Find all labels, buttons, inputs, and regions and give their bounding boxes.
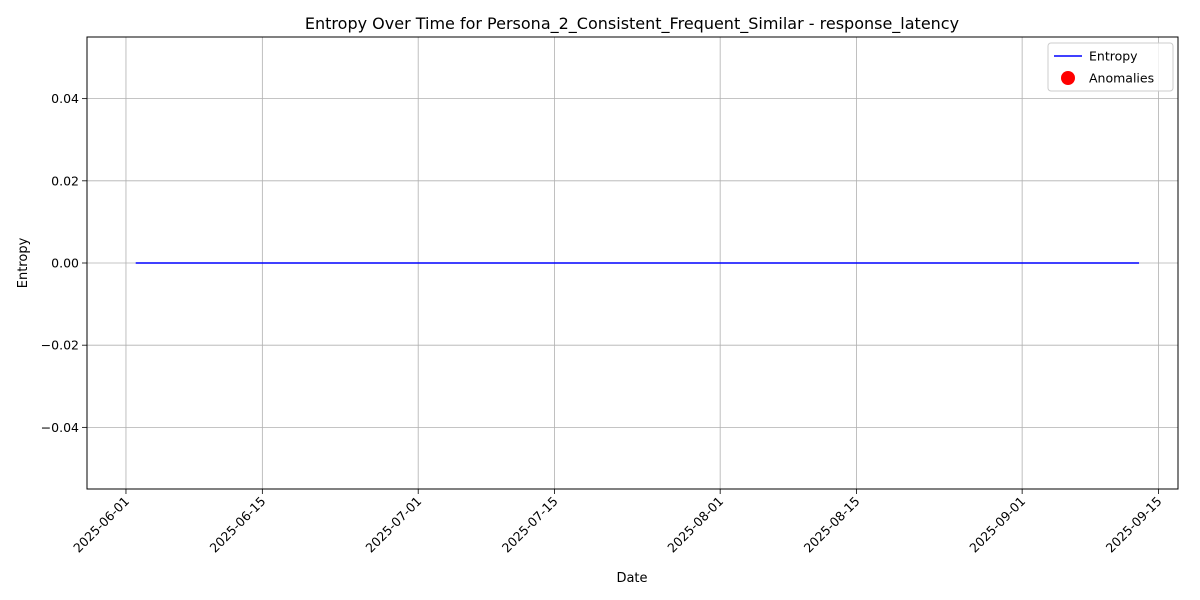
y-tick-label: −0.02 <box>41 338 79 353</box>
legend-box <box>1047 42 1174 92</box>
y-tick-label: 0.00 <box>51 256 79 271</box>
x-tick-label: 2025-07-01 <box>362 494 424 556</box>
x-axis-label: Date <box>616 571 647 586</box>
x-tick-label: 2025-09-01 <box>966 494 1028 556</box>
y-axis-ticks: −0.04 −0.02 0.00 0.02 0.04 <box>41 91 87 435</box>
x-axis-ticks: 2025-06-01 2025-06-15 2025-07-01 2025-07-15… <box>70 489 1165 555</box>
x-tick-label: 2025-08-01 <box>664 494 726 556</box>
legend: Entropy Anomalies <box>1047 42 1174 92</box>
x-tick-label: 2025-09-15 <box>1103 494 1165 556</box>
legend-entry-label: Entropy <box>1089 49 1138 64</box>
x-tick-label: 2025-07-15 <box>499 494 561 556</box>
legend-marker-swatch <box>1061 71 1075 85</box>
chart-title: Entropy Over Time for Persona_2_Consiste… <box>305 14 959 34</box>
y-tick-label: 0.02 <box>51 173 79 188</box>
y-axis-label: Entropy <box>16 237 31 288</box>
y-tick-label: −0.04 <box>41 420 79 435</box>
legend-entry-label: Anomalies <box>1089 71 1154 86</box>
x-tick-label: 2025-06-01 <box>70 494 132 556</box>
y-tick-label: 0.04 <box>51 91 79 106</box>
x-tick-label: 2025-06-15 <box>206 494 268 556</box>
x-tick-label: 2025-08-15 <box>801 494 863 556</box>
